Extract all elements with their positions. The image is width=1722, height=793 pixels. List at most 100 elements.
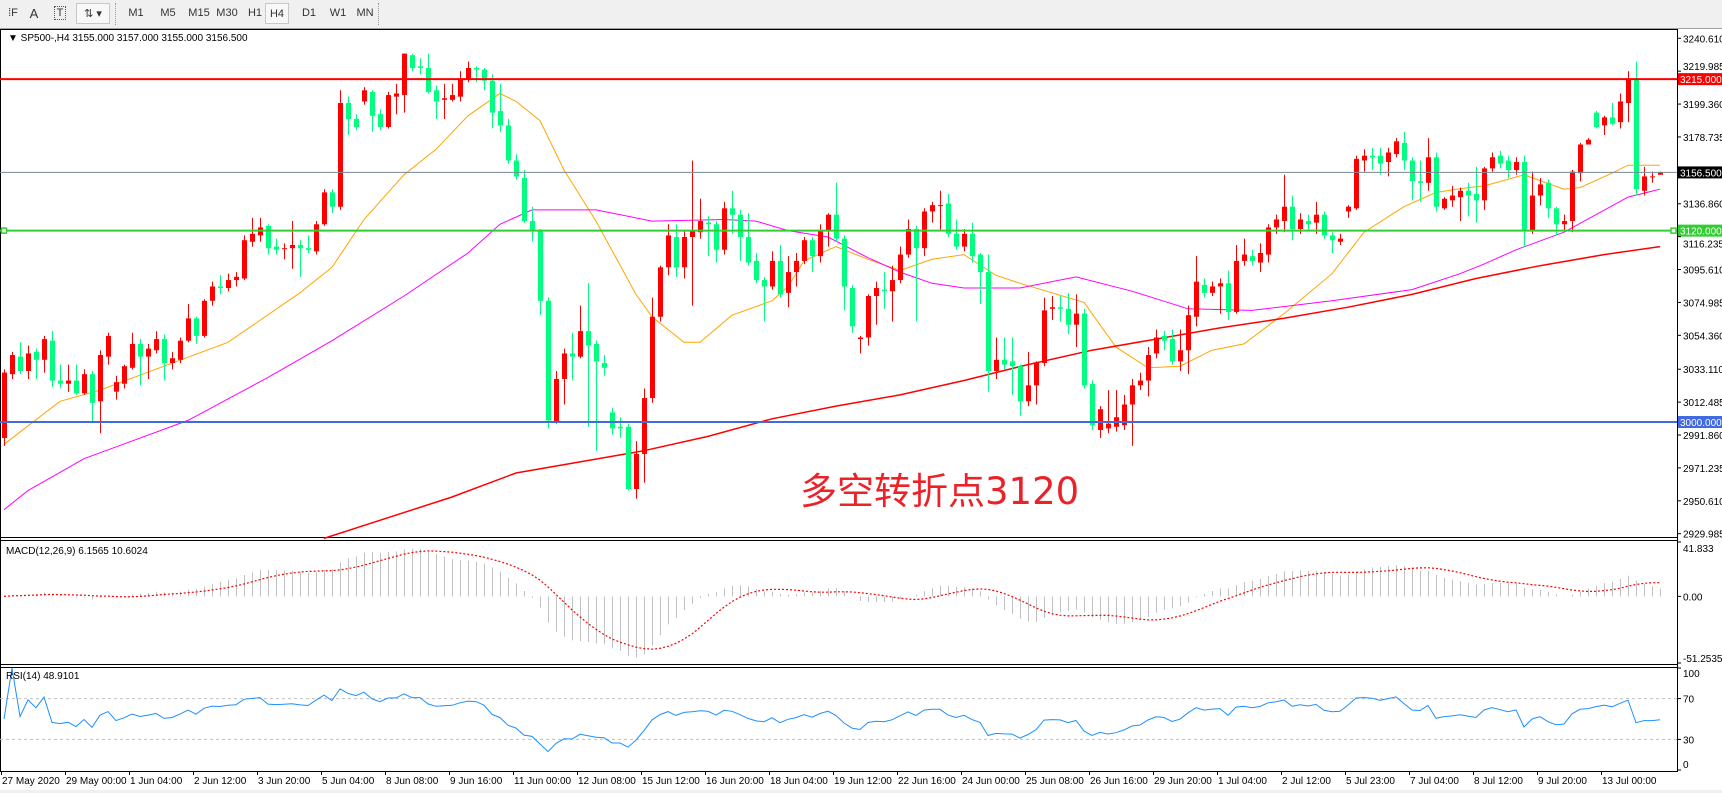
candle [322, 189, 327, 226]
time-tick-label: 16 Jun 20:00 [706, 776, 764, 787]
candle-body [1210, 286, 1215, 293]
candle-body [802, 240, 807, 261]
candle-body [250, 233, 255, 242]
candle [754, 252, 759, 284]
chart-annotation-text[interactable]: 多空转折点3120 [800, 470, 1080, 513]
candle-body [282, 248, 287, 250]
candle [1586, 138, 1591, 145]
candle-body [1122, 404, 1127, 426]
candle-body [1026, 385, 1031, 402]
candle [42, 335, 47, 373]
candle [266, 224, 271, 255]
candle [298, 240, 303, 277]
arrows-dropdown-button[interactable]: ⇅ ▾ [76, 3, 110, 24]
candle-body [274, 246, 279, 250]
candle [794, 252, 799, 287]
timeframe-w1-button[interactable]: W1 [329, 7, 347, 19]
candle-body [1266, 227, 1271, 255]
candle-body [42, 339, 47, 360]
candle [458, 71, 463, 102]
candle-body [954, 233, 959, 247]
timeframe-m15-button[interactable]: M15 [188, 7, 210, 19]
candle-body [650, 316, 655, 399]
candle-body [1506, 160, 1511, 171]
text-a-button[interactable]: A [26, 3, 42, 24]
candle-body [1386, 152, 1391, 163]
candle-body [1050, 307, 1055, 309]
time-tick-label: 2 Jul 12:00 [1282, 776, 1331, 787]
timeframe-h4-button[interactable]: H4 [265, 3, 289, 24]
candle-body [906, 229, 911, 255]
candle [922, 208, 927, 257]
candle [394, 83, 399, 115]
price-tick-label: 2971.235 [1683, 464, 1722, 475]
timeframe-d1-button[interactable]: D1 [301, 7, 317, 19]
candle-body [386, 95, 391, 127]
toolbar-separator [378, 3, 381, 25]
candle [1018, 364, 1023, 416]
price-tick-label: 3240.610 [1683, 34, 1722, 45]
candle [1546, 179, 1551, 218]
candle-body [1282, 206, 1287, 222]
pivot-price-label: 3120.000 [1680, 227, 1722, 238]
candle [578, 305, 583, 359]
line-handle-right[interactable] [1670, 227, 1677, 234]
candle-body [234, 276, 239, 281]
candle [1602, 115, 1607, 135]
line-handle-left[interactable] [0, 227, 8, 234]
support-price-box [1678, 416, 1722, 429]
price-tick-label: 3054.360 [1683, 331, 1722, 342]
candle [538, 229, 543, 316]
rsi-label: RSI(14) 48.9101 [6, 671, 80, 682]
candle [1138, 372, 1143, 391]
grid-f-button[interactable]: ⁞F [2, 3, 24, 24]
candle [354, 114, 359, 131]
candle-body [938, 205, 943, 207]
candle [770, 251, 775, 290]
text-label-button[interactable]: T [52, 3, 68, 24]
candle-body [1298, 219, 1303, 230]
candle [370, 90, 375, 132]
candle-body [850, 288, 855, 327]
price-tick-label: 3199.360 [1683, 100, 1722, 111]
candle-body [1362, 155, 1367, 161]
candle [306, 235, 311, 253]
candle-body [1082, 313, 1087, 386]
candle-body [522, 178, 527, 222]
candle [906, 219, 911, 258]
candle [602, 355, 607, 376]
candle-body [1522, 162, 1527, 231]
rsi-tick-label: 0 [1683, 760, 1689, 771]
candle-body [1130, 385, 1135, 405]
candle [290, 221, 295, 269]
candle [106, 332, 111, 365]
price-tick-label: 3219.985 [1683, 62, 1722, 73]
candle-body [1658, 172, 1663, 175]
timeframe-m1-button[interactable]: M1 [128, 7, 144, 19]
candle-body [506, 125, 511, 161]
candle [1378, 147, 1383, 175]
candle-body [1322, 214, 1327, 236]
candle [1250, 249, 1255, 266]
candle [634, 441, 639, 499]
candle [418, 58, 423, 75]
candle [338, 90, 343, 210]
timeframe-m30-button[interactable]: M30 [216, 7, 238, 19]
candle-body [1346, 206, 1351, 212]
candle [314, 221, 319, 255]
candle-body [10, 355, 15, 375]
timeframe-h1-button[interactable]: H1 [247, 7, 263, 19]
timeframe-mn-button[interactable]: MN [356, 7, 374, 19]
candle-body [1330, 235, 1335, 241]
candle-body [346, 103, 351, 119]
timeframe-m5-button[interactable]: M5 [160, 7, 176, 19]
candle [1650, 171, 1655, 183]
candle-body [130, 343, 135, 368]
candle-body [178, 340, 183, 360]
candle-body [722, 208, 727, 250]
candle-body [714, 224, 719, 250]
candle-body [1098, 409, 1103, 430]
candle [930, 201, 935, 223]
candle [250, 217, 255, 247]
